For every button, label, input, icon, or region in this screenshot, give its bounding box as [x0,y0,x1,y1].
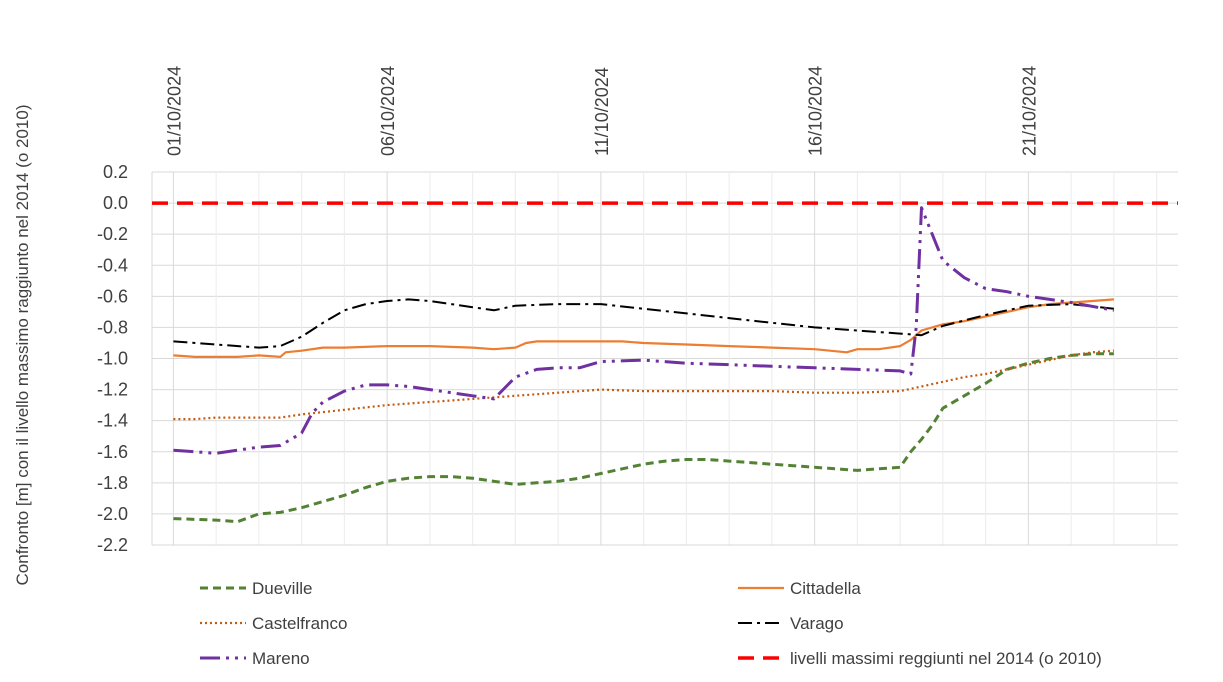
legend-label: livelli massimi reggiunti nel 2014 (o 20… [790,649,1102,668]
y-axis-ticks: 0.2 0.0 -0.2 -0.4 -0.6 -0.8 -1.0 -1.2 -1.4 -1.6 -1… [97,162,128,555]
series-line-cittadella [173,298,1114,358]
series-line-varago [173,298,1115,349]
x-tick-label: 01/10/2024 [164,66,184,156]
x-tick-label: 11/10/2024 [592,67,612,156]
y-tick-label: -1.0 [97,349,128,369]
y-tick-label: -2.2 [97,535,128,555]
y-tick-label: 0.0 [103,193,128,213]
legend-label: Mareno [252,649,310,668]
y-tick-label: -0.2 [97,224,128,244]
legend-label: Dueville [252,579,312,598]
y-tick-label: -0.4 [97,255,128,275]
legend: Dueville Cittadella Castelfranco Varago Mare… [200,579,1102,668]
y-axis-label: Confronto [m] con il livello massimo rag… [13,105,32,586]
x-tick-label: 06/10/2024 [378,66,398,156]
y-tick-label: -2.0 [97,504,128,524]
series-line-mareno [173,206,1115,455]
y-tick-label: -0.8 [97,317,128,337]
x-tick-label: 16/10/2024 [806,66,826,156]
y-tick-label: 0.2 [103,162,128,182]
y-tick-label: -1.6 [97,442,128,462]
y-tick-label: -0.6 [97,286,128,306]
legend-label: Castelfranco [252,614,347,633]
y-tick-label: -1.4 [97,411,128,431]
grid [151,171,1178,546]
x-tick-label: 21/10/2024 [1019,66,1039,156]
legend-label: Cittadella [790,579,861,598]
series-lines [152,201,1178,524]
y-tick-label: -1.8 [97,473,128,493]
legend-label: Varago [790,614,844,633]
x-axis-ticks: 01/10/2024 06/10/2024 11/10/2024 16/10/2024… [164,66,1039,156]
series-line-dueville [173,352,1114,524]
y-tick-label: -1.2 [97,380,128,400]
